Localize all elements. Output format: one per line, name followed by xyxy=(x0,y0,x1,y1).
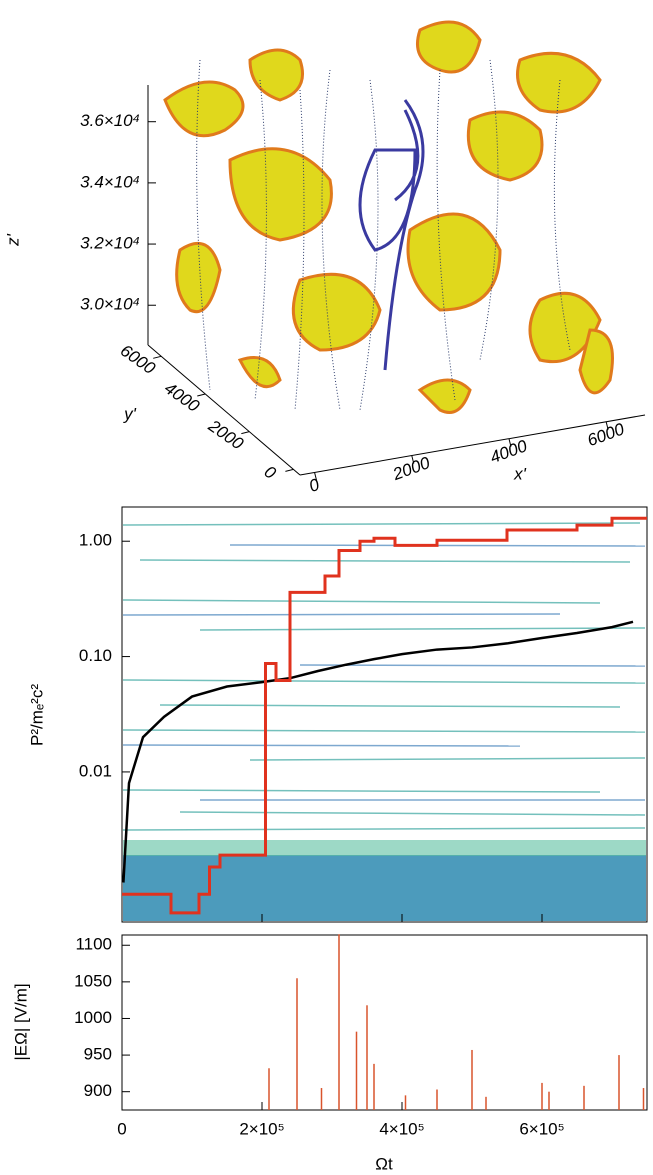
y-tick-label: 1100 xyxy=(75,935,112,954)
x-tick xyxy=(411,455,415,464)
y-tick xyxy=(285,468,294,472)
y-tick-label: 950 xyxy=(84,1045,112,1064)
y-tick-label: 1.00 xyxy=(79,531,112,550)
y-tick xyxy=(153,355,162,359)
z-tick-label: 3.4×10⁴ xyxy=(80,172,140,191)
isosurfaces xyxy=(163,20,614,414)
y-tick-label: 0.10 xyxy=(79,646,112,665)
x-tick-label: 4×10⁵ xyxy=(379,1119,424,1138)
z-axis-label: z' xyxy=(3,233,22,247)
y-tick-label: 0.01 xyxy=(79,761,112,780)
x-tick-label: 2000 xyxy=(389,453,432,484)
plot-frame xyxy=(121,506,648,923)
y-tick xyxy=(197,393,206,397)
y-tick xyxy=(241,431,250,435)
particle-cloud xyxy=(122,522,646,921)
x-tick xyxy=(314,472,318,481)
z-tick-label: 3.0×10⁴ xyxy=(80,295,140,314)
x-tick xyxy=(508,438,512,447)
x-tick-label: 0 xyxy=(117,1119,126,1138)
x-tick-label: 2×10⁵ xyxy=(239,1119,284,1138)
y-tick-label: 1000 xyxy=(74,1008,112,1027)
z-tick-label: 3.6×10⁴ xyxy=(80,111,140,130)
data-line xyxy=(122,516,647,915)
y-tick-label: 6000 xyxy=(117,341,159,379)
y-tick-label: 2000 xyxy=(204,416,247,454)
y-axis-label: y' xyxy=(123,404,137,423)
x-tick xyxy=(605,421,609,430)
y-axis-label: |EΩ| [V/m] xyxy=(11,983,30,1060)
x-tick-label: 6×10⁵ xyxy=(519,1119,564,1138)
x-tick-label: 0 xyxy=(307,475,323,496)
y-tick-label: 4000 xyxy=(161,379,203,417)
y-axis-label: P²/mₑ²c² xyxy=(27,684,46,746)
axes-3d xyxy=(147,85,646,476)
x-axis-label: x' xyxy=(513,464,527,483)
y-tick-label: 1050 xyxy=(74,971,112,990)
x-axis-label: Ωt xyxy=(375,1154,393,1173)
y-tick-label: 0 xyxy=(261,462,280,483)
plot-frame xyxy=(121,934,648,1111)
data-line xyxy=(122,620,634,883)
z-tick-label: 3.2×10⁴ xyxy=(80,234,140,253)
y-tick-label: 900 xyxy=(84,1081,112,1100)
